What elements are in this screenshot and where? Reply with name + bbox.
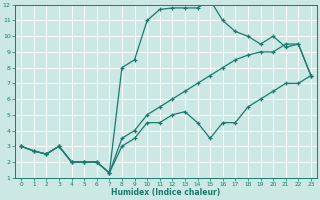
- X-axis label: Humidex (Indice chaleur): Humidex (Indice chaleur): [111, 188, 221, 197]
